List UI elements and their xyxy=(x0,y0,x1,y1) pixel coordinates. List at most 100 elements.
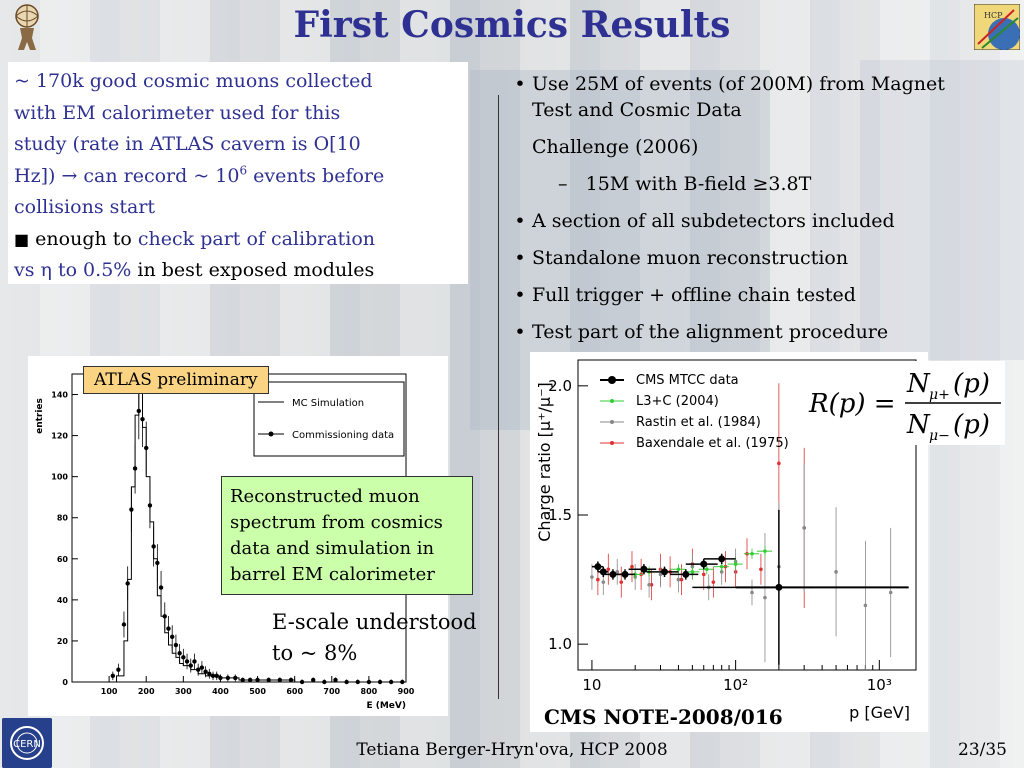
data-point xyxy=(233,675,238,681)
data-point xyxy=(377,679,383,685)
series-point xyxy=(763,549,767,553)
data-point xyxy=(170,634,175,640)
series-point xyxy=(601,580,606,584)
data-point xyxy=(333,677,338,683)
sub-bullet-item: – 15M with B-field ≥3.8T xyxy=(508,166,1024,203)
y-tick-label: 100 xyxy=(51,473,68,482)
legend-marker xyxy=(610,441,614,445)
formula-lhs: R(p) = xyxy=(808,389,896,419)
data-point xyxy=(255,677,260,683)
escale-line: E-scale understood xyxy=(272,610,477,634)
series-point xyxy=(750,590,754,595)
series-point xyxy=(802,526,806,530)
series-point xyxy=(711,580,716,584)
data-point xyxy=(116,667,121,672)
series-point xyxy=(676,567,681,572)
series-point xyxy=(834,570,838,574)
svg-text:CERN: CERN xyxy=(13,739,41,750)
data-point xyxy=(199,665,205,670)
bullet-item: • Use 25M of events (of 200M) from Magnet xyxy=(508,66,1024,103)
y-tick-label: 20 xyxy=(57,637,69,646)
intro-line: study (rate in ATLAS cavern is O[10 xyxy=(14,133,361,155)
data-point xyxy=(366,679,372,685)
bullet-continuation: Challenge (2006) xyxy=(532,136,699,158)
formula-denominator-arg: (p) xyxy=(953,410,990,440)
data-point xyxy=(121,622,127,627)
cms-data-point xyxy=(594,563,602,571)
intro-line-part: events before xyxy=(247,164,385,187)
data-point xyxy=(132,466,138,471)
formula-numerator-sub: μ+ xyxy=(929,387,950,403)
data-point xyxy=(322,679,327,685)
series-point xyxy=(658,572,663,577)
series-point xyxy=(676,577,681,582)
data-point xyxy=(218,675,223,681)
data-point xyxy=(207,671,212,676)
data-point xyxy=(110,673,116,679)
bullet-item: • Standalone muon reconstruction xyxy=(508,240,1024,277)
series-point xyxy=(759,567,763,572)
data-point xyxy=(225,675,231,681)
series-point xyxy=(679,577,684,582)
bullet-dot-icon: • xyxy=(514,73,526,95)
x-tick-label: 800 xyxy=(361,687,378,696)
formula-denominator: N xyxy=(906,410,931,440)
y-tick-label: 40 xyxy=(57,596,69,605)
data-point xyxy=(147,503,153,508)
y-axis-label: entries xyxy=(35,398,45,434)
series-point xyxy=(701,572,706,577)
data-point xyxy=(266,677,271,683)
series-point xyxy=(888,590,893,595)
dash-icon: – xyxy=(558,173,586,195)
legend-marker xyxy=(608,376,616,384)
data-point xyxy=(400,679,405,685)
y-tick-label: 120 xyxy=(51,432,68,441)
legend-label: Baxendale et al. (1975) xyxy=(636,436,789,451)
x-tick-label: 900 xyxy=(398,687,415,696)
y-tick-label: 60 xyxy=(57,555,69,564)
data-point xyxy=(173,642,179,648)
bullet-item: • A section of all subdetectors included xyxy=(508,203,1024,240)
y-tick-label: 80 xyxy=(57,514,69,523)
intro-line-part: Hz]) → can record ~ 10 xyxy=(14,164,240,187)
data-point xyxy=(144,445,149,451)
slide-title: First Cosmics Results xyxy=(293,4,731,46)
cms-data-point xyxy=(718,555,726,563)
data-point xyxy=(177,651,182,656)
legend-label: MC Simulation xyxy=(292,398,364,409)
data-point xyxy=(140,416,145,422)
bullet-continuation: Test and Cosmic Data xyxy=(532,99,742,121)
data-point xyxy=(192,659,197,664)
data-point xyxy=(344,679,349,685)
series-point xyxy=(590,575,594,579)
intro-line-part: vs η to 0.5% xyxy=(14,259,132,281)
series-point xyxy=(719,564,724,569)
divider-line xyxy=(498,95,499,699)
series-point xyxy=(750,551,754,556)
caption-line: spectrum from cosmics xyxy=(230,512,443,533)
intro-line: ■ enough to check part of calibration xyxy=(14,224,462,256)
y-tick-label: 1.5 xyxy=(548,506,572,524)
data-point xyxy=(129,507,134,512)
x-tick-label: 300 xyxy=(175,687,192,696)
x-tick-label: 400 xyxy=(212,687,229,696)
bullet-text: Use 25M of events (of 200M) from Magnet xyxy=(532,73,945,95)
data-point xyxy=(388,679,394,685)
sub-bullet-text: 15M with B-field ≥3.8T xyxy=(585,173,812,195)
x-axis-label: E (MeV) xyxy=(366,701,406,711)
data-point xyxy=(166,626,171,631)
legend-marker xyxy=(610,399,614,403)
data-point xyxy=(162,614,167,619)
x-tick-label: 10² xyxy=(723,676,748,694)
atlas-logo-icon xyxy=(15,4,39,50)
cms-data-point xyxy=(700,560,708,568)
intro-line: Hz]) → can record ~ 106 events before xyxy=(14,161,462,193)
x-tick-label: 200 xyxy=(138,687,155,696)
conference-logo-icon: HCP xyxy=(974,4,1020,50)
series-point xyxy=(630,564,634,569)
legend-data-marker xyxy=(268,431,274,437)
intro-line: collisions start xyxy=(14,196,156,218)
square-bullet-icon: ■ xyxy=(14,229,30,249)
data-point xyxy=(151,544,156,549)
data-point xyxy=(125,581,130,586)
